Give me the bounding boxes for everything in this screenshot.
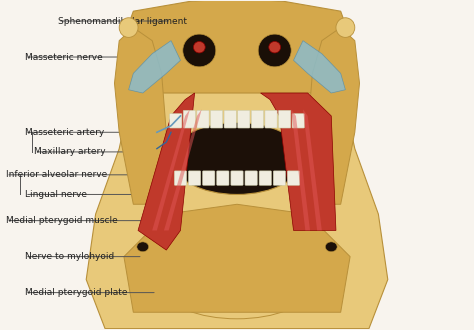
FancyBboxPatch shape bbox=[265, 110, 277, 128]
Polygon shape bbox=[119, 0, 355, 93]
FancyBboxPatch shape bbox=[273, 171, 285, 185]
Polygon shape bbox=[261, 93, 336, 230]
FancyBboxPatch shape bbox=[292, 114, 304, 128]
Text: Masseteric artery: Masseteric artery bbox=[25, 128, 104, 137]
FancyBboxPatch shape bbox=[202, 171, 215, 185]
Ellipse shape bbox=[336, 18, 355, 37]
Polygon shape bbox=[86, 8, 388, 329]
Ellipse shape bbox=[166, 260, 308, 319]
Polygon shape bbox=[138, 93, 195, 250]
Polygon shape bbox=[115, 28, 166, 204]
Polygon shape bbox=[164, 109, 201, 230]
FancyBboxPatch shape bbox=[287, 171, 300, 185]
Ellipse shape bbox=[183, 34, 216, 67]
Ellipse shape bbox=[269, 42, 281, 53]
Text: Masseteric nerve: Masseteric nerve bbox=[25, 52, 103, 61]
Text: Maxillary artery: Maxillary artery bbox=[35, 148, 106, 156]
FancyBboxPatch shape bbox=[259, 171, 272, 185]
Polygon shape bbox=[303, 109, 322, 230]
Ellipse shape bbox=[137, 242, 149, 252]
Polygon shape bbox=[291, 109, 310, 230]
FancyBboxPatch shape bbox=[217, 171, 229, 185]
FancyBboxPatch shape bbox=[237, 110, 250, 128]
FancyBboxPatch shape bbox=[245, 171, 257, 185]
Polygon shape bbox=[293, 41, 346, 93]
FancyBboxPatch shape bbox=[183, 110, 195, 128]
FancyBboxPatch shape bbox=[189, 171, 201, 185]
Ellipse shape bbox=[258, 34, 291, 67]
Ellipse shape bbox=[193, 42, 205, 53]
Text: Lingual nerve: Lingual nerve bbox=[25, 190, 87, 199]
FancyBboxPatch shape bbox=[279, 110, 291, 128]
Polygon shape bbox=[308, 28, 359, 204]
FancyBboxPatch shape bbox=[174, 171, 187, 185]
Text: Medial pterygoid muscle: Medial pterygoid muscle bbox=[6, 216, 118, 225]
Polygon shape bbox=[128, 41, 181, 93]
FancyBboxPatch shape bbox=[170, 114, 182, 128]
Text: Sphenomandibular ligament: Sphenomandibular ligament bbox=[58, 16, 187, 25]
Ellipse shape bbox=[325, 242, 337, 252]
Text: Nerve to mylohyoid: Nerve to mylohyoid bbox=[25, 252, 114, 261]
FancyBboxPatch shape bbox=[231, 171, 243, 185]
Polygon shape bbox=[152, 109, 190, 230]
Text: Medial pterygoid plate: Medial pterygoid plate bbox=[25, 288, 128, 297]
Ellipse shape bbox=[171, 122, 303, 194]
FancyBboxPatch shape bbox=[224, 110, 237, 128]
Text: Inferior alveolar nerve: Inferior alveolar nerve bbox=[6, 170, 107, 179]
Ellipse shape bbox=[119, 18, 138, 37]
FancyBboxPatch shape bbox=[197, 110, 209, 128]
FancyBboxPatch shape bbox=[210, 110, 223, 128]
FancyBboxPatch shape bbox=[251, 110, 264, 128]
Polygon shape bbox=[124, 204, 350, 312]
